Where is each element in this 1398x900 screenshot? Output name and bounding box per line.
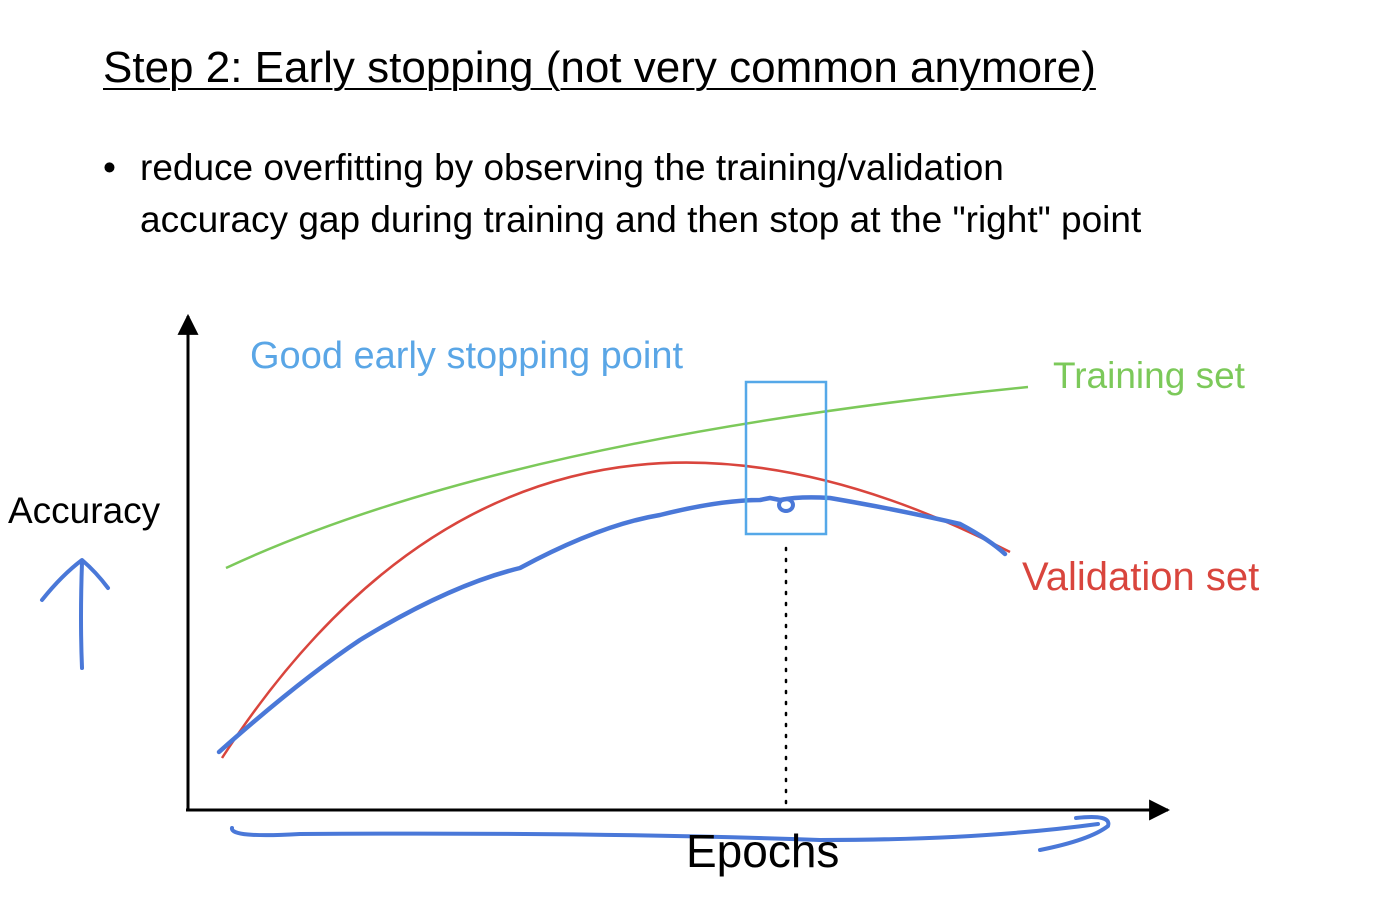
- epochs-right-arrow-annotation: [230, 822, 1100, 843]
- epochs-right-arrow-head: [1038, 815, 1111, 852]
- bullet-list: • reduce overfitting by observing the tr…: [103, 142, 1363, 246]
- stopping-point-box: [744, 380, 828, 536]
- y-axis-label: Accuracy: [8, 490, 161, 531]
- stopping-point-label: Good early stopping point: [250, 335, 684, 377]
- bullet-line-2: accuracy gap during training and then st…: [140, 199, 1142, 240]
- stopping-point-marker: [777, 497, 795, 513]
- training-curve: [225, 385, 1029, 570]
- bullet-item: • reduce overfitting by observing the tr…: [103, 142, 1363, 246]
- validation-curve: [220, 461, 1011, 759]
- validation-curve-label: Validation set: [1022, 555, 1259, 599]
- accuracy-up-arrow-annotation: [79, 560, 84, 670]
- accuracy-up-arrow-head: [40, 558, 110, 602]
- x-axis-label: Epochs: [686, 825, 839, 877]
- validation-trace-annotation: [216, 495, 1008, 755]
- slide-title: Step 2: Early stopping (not very common …: [103, 43, 1096, 92]
- bullet-line-1: reduce overfitting by observing the trai…: [140, 147, 1004, 188]
- training-curve-label: Training set: [1053, 355, 1246, 396]
- bullet-marker: •: [103, 147, 116, 188]
